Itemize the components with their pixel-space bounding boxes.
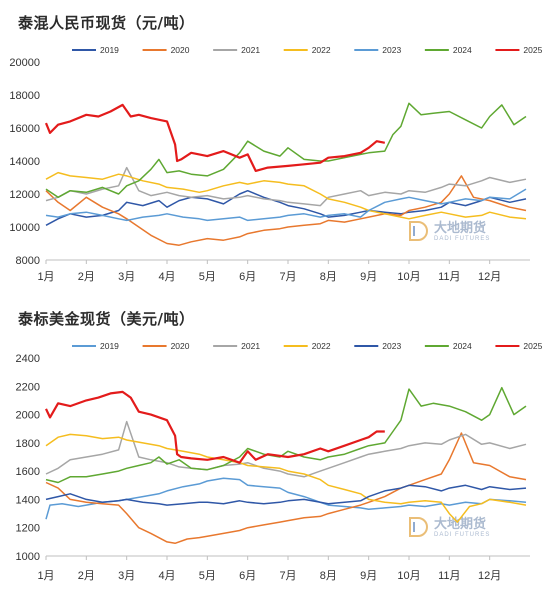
y-tick-label: 10000 — [9, 222, 40, 234]
legend-label-2020: 2020 — [171, 45, 190, 55]
x-tick-label: 3月 — [118, 271, 135, 283]
series-line-2025 — [45, 390, 385, 464]
series-line-2024 — [45, 386, 527, 484]
watermark-sub: DADI FUTURES — [434, 236, 490, 242]
x-tick-label: 6月 — [239, 271, 256, 283]
y-tick-label: 1800 — [16, 438, 40, 450]
x-tick-label: 4月 — [158, 271, 175, 283]
series-line-2025 — [44, 103, 386, 172]
legend-label-2024: 2024 — [453, 45, 472, 55]
y-tick-label: 2000 — [16, 410, 40, 422]
legend-label-2020: 2020 — [171, 341, 190, 351]
x-tick-label: 7月 — [279, 271, 296, 283]
rmb-chart-panel: 泰混人民币现货（元/吨） 8000 10000 12000 14000 16000 180… — [9, 14, 542, 283]
x-tick-label: 10月 — [397, 570, 420, 582]
x-tick-label: 12月 — [478, 271, 501, 283]
legend-label-2021: 2021 — [241, 341, 260, 351]
watermark-name: 大地期货 — [434, 220, 486, 236]
x-tick-label: 2月 — [78, 271, 95, 283]
chart-title: 泰标美金现货（美元/吨） — [18, 310, 195, 328]
y-tick-label: 2200 — [16, 381, 40, 393]
series-line-2020 — [45, 175, 527, 246]
x-tick-label: 8月 — [320, 570, 337, 582]
chart-title: 泰混人民币现货（元/吨） — [18, 14, 195, 32]
x-tick-label: 8月 — [320, 271, 337, 283]
x-tick-label: 12月 — [478, 570, 501, 582]
y-tick-label: 1000 — [16, 551, 40, 563]
legend-label-2025: 2025 — [523, 45, 542, 55]
y-tick-label: 8000 — [16, 255, 40, 267]
x-tick-label: 3月 — [118, 570, 135, 582]
y-tick-label: 1200 — [16, 523, 40, 535]
y-tick-label: 2400 — [16, 353, 40, 365]
series-line-2019 — [45, 189, 527, 226]
y-tick-label: 1400 — [16, 494, 40, 506]
y-tick-label: 12000 — [9, 189, 40, 201]
legend-label-2023: 2023 — [382, 45, 401, 55]
x-tick-label: 6月 — [239, 570, 256, 582]
usd-chart-svg: 1000 1200 1400 1600 1800 2000 2200 2400 1月 2月 3月 4月… — [16, 341, 543, 582]
logo-mark — [409, 517, 428, 537]
x-tick-label: 9月 — [360, 570, 377, 582]
logo-mark — [409, 221, 428, 241]
y-tick-label: 16000 — [9, 123, 40, 135]
x-tick-label: 10月 — [397, 271, 420, 283]
y-tick-label: 14000 — [9, 156, 40, 168]
x-tick-label: 4月 — [158, 570, 175, 582]
legend-label-2019: 2019 — [100, 341, 119, 351]
rmb-chart-svg: 8000 10000 12000 14000 16000 18000 20000 1月 2月 3月… — [9, 45, 542, 283]
x-tick-label: 11月 — [438, 271, 460, 283]
legend-label-2022: 2022 — [312, 45, 331, 55]
legend-label-2021: 2021 — [241, 45, 260, 55]
x-tick-label: 5月 — [199, 271, 216, 283]
x-tick-label: 9月 — [360, 271, 377, 283]
usd-chart-panel: 泰标美金现货（美元/吨） 1000 1200 1400 1600 1800 2000 220… — [0, 296, 550, 592]
y-tick-label: 20000 — [9, 57, 40, 69]
series-line-2023 — [45, 188, 527, 222]
x-tick-label: 2月 — [78, 570, 95, 582]
x-tick-label: 1月 — [37, 271, 54, 283]
watermark-name: 大地期货 — [434, 516, 486, 532]
legend-label-2022: 2022 — [312, 341, 331, 351]
series-line-2021 — [45, 420, 527, 478]
legend-label-2025: 2025 — [523, 341, 542, 351]
x-tick-label: 11月 — [438, 570, 460, 582]
series-line-2023 — [45, 484, 527, 506]
series-line-2024 — [45, 102, 527, 199]
series-line-2022 — [45, 171, 527, 220]
x-tick-label: 5月 — [199, 570, 216, 582]
legend-label-2019: 2019 — [100, 45, 119, 55]
legend-label-2023: 2023 — [382, 341, 401, 351]
watermark-sub: DADI FUTURES — [434, 532, 490, 538]
y-tick-label: 18000 — [9, 90, 40, 102]
series-line-2022 — [45, 433, 527, 523]
x-tick-label: 7月 — [279, 570, 296, 582]
x-tick-label: 1月 — [37, 570, 54, 582]
y-tick-label: 1600 — [16, 466, 40, 478]
series-line-2019 — [45, 477, 527, 520]
series-line-2020 — [45, 432, 527, 545]
series-line-2021 — [45, 166, 527, 207]
legend-label-2024: 2024 — [453, 341, 472, 351]
